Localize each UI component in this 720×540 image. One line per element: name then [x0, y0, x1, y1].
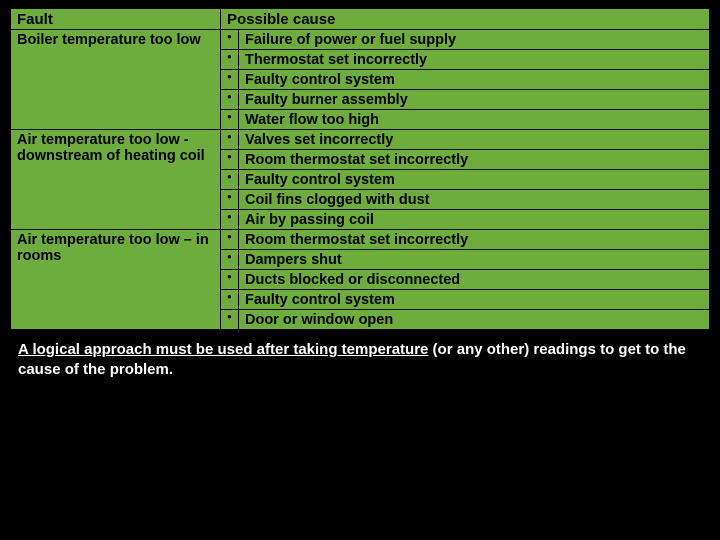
bullet-icon: ● [221, 70, 239, 90]
cause-cell: Faulty control system [239, 290, 710, 310]
bullet-icon: ● [221, 50, 239, 70]
cause-cell: Thermostat set incorrectly [239, 50, 710, 70]
bullet-icon: ● [221, 30, 239, 50]
table-row: Air temperature too low – in rooms ● Roo… [11, 230, 710, 250]
bullet-icon: ● [221, 310, 239, 330]
table-row: Boiler temperature too low ● Failure of … [11, 30, 710, 50]
bullet-icon: ● [221, 150, 239, 170]
footnote-text: A logical approach must be used after ta… [10, 330, 710, 381]
bullet-icon: ● [221, 110, 239, 130]
cause-cell: Air by passing coil [239, 210, 710, 230]
cause-cell: Ducts blocked or disconnected [239, 270, 710, 290]
table-row: Air temperature too low - downstream of … [11, 130, 710, 150]
bullet-icon: ● [221, 190, 239, 210]
cause-cell: Dampers shut [239, 250, 710, 270]
cause-cell: Valves set incorrectly [239, 130, 710, 150]
cause-cell: Door or window open [239, 310, 710, 330]
bullet-icon: ● [221, 130, 239, 150]
fault-cell: Boiler temperature too low [11, 30, 221, 130]
bullet-icon: ● [221, 270, 239, 290]
bullet-icon: ● [221, 230, 239, 250]
cause-cell: Room thermostat set incorrectly [239, 150, 710, 170]
cause-cell: Water flow too high [239, 110, 710, 130]
fault-cell: Air temperature too low - downstream of … [11, 130, 221, 230]
fault-cause-table: Fault Possible cause Boiler temperature … [10, 8, 710, 330]
cause-cell: Faulty burner assembly [239, 90, 710, 110]
cause-cell: Coil fins clogged with dust [239, 190, 710, 210]
col-header-cause: Possible cause [221, 9, 710, 30]
bullet-icon: ● [221, 90, 239, 110]
cause-cell: Room thermostat set incorrectly [239, 230, 710, 250]
table-header-row: Fault Possible cause [11, 9, 710, 30]
col-header-fault: Fault [11, 9, 221, 30]
bullet-icon: ● [221, 210, 239, 230]
cause-cell: Faulty control system [239, 170, 710, 190]
fault-cell: Air temperature too low – in rooms [11, 230, 221, 330]
cause-cell: Faulty control system [239, 70, 710, 90]
bullet-icon: ● [221, 250, 239, 270]
cause-cell: Failure of power or fuel supply [239, 30, 710, 50]
footnote-underlined: A logical approach must be used after ta… [18, 341, 428, 358]
bullet-icon: ● [221, 170, 239, 190]
bullet-icon: ● [221, 290, 239, 310]
